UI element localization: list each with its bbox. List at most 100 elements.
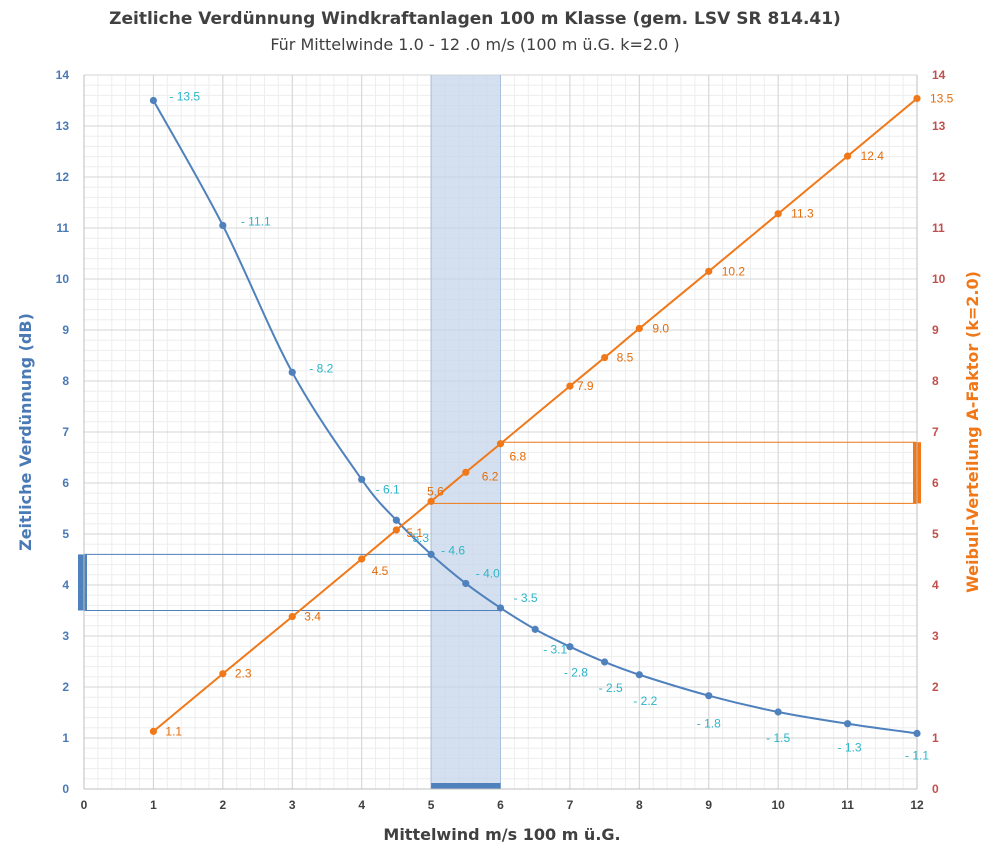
- y-left-tick-label: 5: [62, 527, 69, 541]
- weibull-data-label: 6.2: [482, 469, 499, 483]
- weibull-point: [427, 497, 435, 505]
- x-tick-label: 10: [771, 798, 785, 812]
- weibull-data-label: 10.2: [722, 264, 746, 278]
- verduennung-data-label: - 2.5: [599, 681, 623, 695]
- verduennung-point: [219, 221, 227, 230]
- y-left-tick-label: 2: [62, 680, 69, 694]
- tick-labels: 0 1 2 3 4 5 6 7 8 9 10 11 120 01 12 23 34 45 56 67 78 89 910 10…: [56, 68, 946, 812]
- x-tick-label: 2: [219, 798, 226, 812]
- verduennung-point: [392, 516, 400, 524]
- weibull-point: [774, 210, 782, 218]
- y-left-tick-label: 14: [56, 68, 70, 82]
- weibull-point: [358, 555, 366, 563]
- y-left-tick-label: 1: [62, 731, 69, 745]
- weibull-point: [601, 353, 609, 362]
- verduennung-data-label: - 1.8: [697, 717, 721, 731]
- weibull-data-label: 5.6: [427, 484, 444, 498]
- weibull-data-label: 9.0: [652, 321, 669, 335]
- verduennung-point: [635, 671, 643, 679]
- y-left-tick-label: 3: [62, 629, 69, 643]
- y-right-tick-label: 9: [932, 323, 939, 337]
- x-tick-label: 7: [567, 798, 574, 812]
- x-tick-label: 5: [428, 798, 435, 812]
- verduennung-data-label: - 3.1: [543, 642, 567, 656]
- weibull-point: [843, 152, 852, 160]
- y-left-tick-label: 13: [56, 119, 70, 133]
- axes: [83, 75, 918, 790]
- weibull-point: [149, 727, 158, 735]
- verduennung-point: [358, 475, 366, 484]
- x-tick-label: 12: [910, 798, 924, 812]
- verduennung-point: [601, 658, 609, 666]
- verduennung-point: [774, 708, 782, 716]
- y-right-tick-label: 5: [932, 527, 939, 541]
- weibull-data-label: 4.5: [372, 564, 389, 578]
- weibull-point: [392, 526, 400, 534]
- y-right-tick-label: 0: [932, 782, 939, 796]
- weibull-point: [288, 613, 296, 621]
- verduennung-line: [152, 100, 918, 735]
- verduennung-data-label: - 2.2: [633, 694, 657, 708]
- verduennung-point: [843, 720, 852, 728]
- x-tick-label: 11: [841, 798, 854, 812]
- y-left-tick-label: 12: [56, 170, 70, 184]
- verduennung-data-label: - 13.5: [169, 90, 200, 104]
- verduennung-point: [427, 550, 435, 559]
- y-right-tick-label: 14: [932, 68, 946, 82]
- highlight-band: [430, 75, 501, 789]
- y-right-tick-label: 4: [932, 578, 939, 592]
- verduennung-point: [913, 729, 921, 738]
- y-left-tick-label: 9: [62, 323, 69, 337]
- x-tick-label: 3: [289, 798, 296, 812]
- weibull-data-label: 8.5: [617, 351, 634, 365]
- verduennung-point: [462, 579, 470, 588]
- verduennung-data-label: - 11.1: [241, 214, 271, 228]
- y-left-tick-label: 6: [62, 476, 69, 490]
- left-range-bar: [78, 554, 87, 611]
- y-right-tick-label: 1: [932, 731, 939, 745]
- verduennung-point: [566, 643, 574, 651]
- y-left-tick-label: 11: [56, 221, 69, 235]
- verduennung-data-label: - 1.5: [766, 731, 790, 745]
- weibull-point: [219, 670, 227, 678]
- y-left-tick-label: 8: [62, 374, 69, 388]
- y-left-tick-label: 7: [62, 425, 69, 439]
- y-left-tick-label: 4: [62, 578, 69, 592]
- weibull-data-label: 11.3: [791, 207, 814, 221]
- verduennung-data-label: - 3.5: [514, 591, 538, 605]
- y-right-tick-label: 12: [932, 170, 946, 184]
- x-tick-label: 1: [150, 798, 157, 812]
- verduennung-data-label: - 4.0: [476, 566, 500, 580]
- verduennung-point: [288, 368, 296, 376]
- x-tick-label: 9: [705, 798, 712, 812]
- y-right-tick-label: 3: [932, 629, 939, 643]
- verduennung-data-label: - 2.8: [564, 666, 588, 680]
- verduennung-data-label: - 1.1: [905, 748, 929, 762]
- verduennung-point: [705, 692, 713, 700]
- x-tick-label: 8: [636, 798, 643, 812]
- x-tick-label: 4: [358, 798, 365, 812]
- y-right-tick-label: 6: [932, 476, 939, 490]
- verduennung-data-label: 5.3: [412, 531, 429, 545]
- y-right-tick-label: 11: [932, 221, 945, 235]
- weibull-data-label: 7.9: [577, 379, 594, 393]
- y-right-tick-label: 7: [932, 425, 939, 439]
- weibull-point: [496, 440, 505, 448]
- band-x-marker: [431, 783, 501, 789]
- verduennung-point: [531, 625, 539, 633]
- weibull-data-label: 6.8: [510, 450, 527, 464]
- series-group: [149, 94, 921, 738]
- chart-title: Zeitliche Verdünnung Windkraftanlagen 10…: [109, 9, 841, 29]
- weibull-point: [913, 94, 921, 103]
- data-labels-group: - 13.5 - 11.1 - 8.2 - 6.1 5.3 - 4.6 - 4.0 - 3.5…: [165, 90, 953, 763]
- weibull-data-label: 3.4: [304, 610, 321, 624]
- y-right-tick-label: 10: [932, 272, 946, 286]
- verduennung-data-label: - 4.6: [441, 543, 465, 557]
- y-right-tick-label: 13: [932, 119, 946, 133]
- weibull-data-label: 5.1: [406, 526, 423, 540]
- weibull-point: [462, 468, 470, 476]
- y-left-tick-label: 0: [62, 782, 69, 796]
- highlight-band-rect: [431, 75, 501, 789]
- verduennung-point: [496, 604, 505, 612]
